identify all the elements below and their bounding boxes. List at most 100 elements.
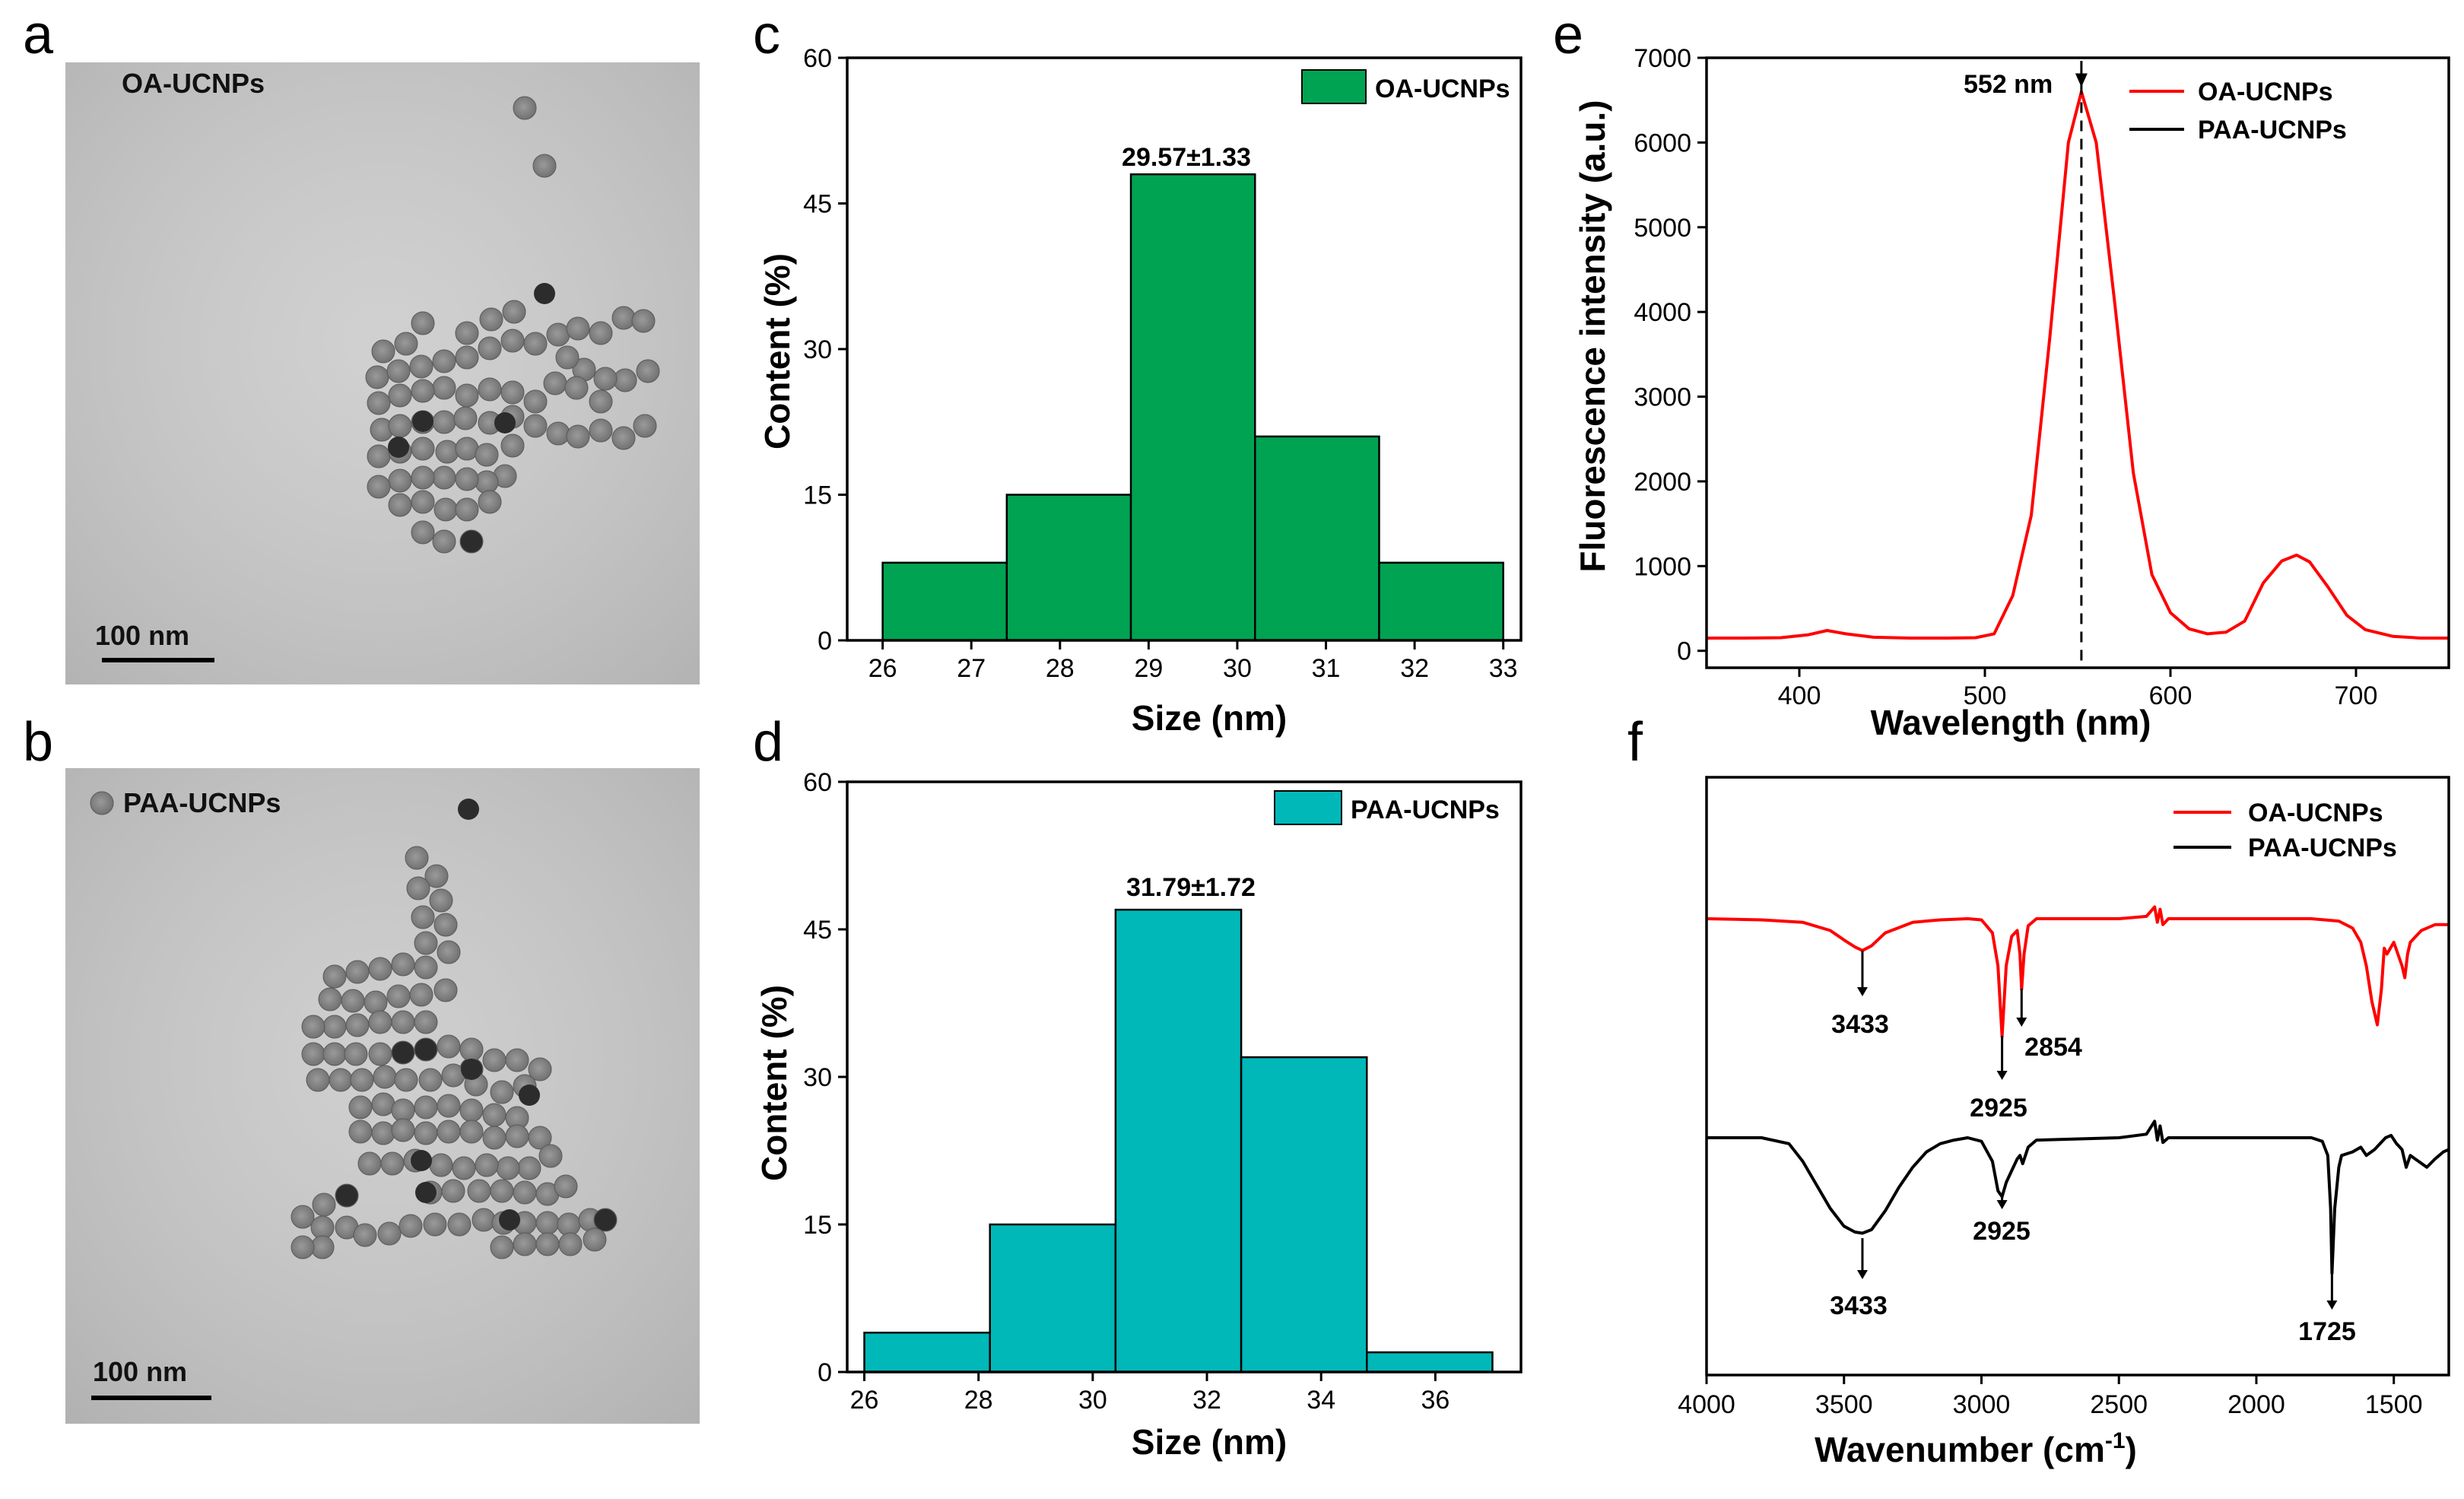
nanoparticle <box>301 1042 325 1066</box>
nanoparticle <box>455 467 479 491</box>
nanoparticle <box>513 1180 537 1205</box>
nanoparticle <box>455 321 479 345</box>
nanoparticle <box>500 380 525 405</box>
nanoparticle <box>500 434 525 458</box>
x-tick-label-c: 26 <box>868 654 897 683</box>
y-tick-label-d: 60 <box>803 768 832 797</box>
nanoparticle <box>391 1118 415 1142</box>
x-tick-label-e: 600 <box>2149 681 2193 710</box>
nanoparticle <box>329 1068 353 1092</box>
peak-label-f-oa-2854: 2854 <box>2024 1033 2082 1062</box>
nanoparticle <box>411 311 435 335</box>
y-tick-label-e: 4000 <box>1634 298 1691 327</box>
nanoparticle <box>368 1010 392 1034</box>
peak-arrow-f-paa-2925-head <box>1996 1200 2008 1209</box>
nanoparticle <box>546 322 570 347</box>
nanoparticle-dark <box>415 1182 437 1203</box>
nanoparticle <box>432 465 456 490</box>
nanoparticle <box>364 990 388 1015</box>
y-tick-label-e: 3000 <box>1634 383 1691 412</box>
nanoparticle <box>583 1227 607 1252</box>
y-axis-label-d: Content (%) <box>754 985 794 1181</box>
panel-letter-e: e <box>1553 5 1583 65</box>
nanoparticle <box>433 913 458 937</box>
peak-arrow-f-paa-3433-head <box>1856 1270 1868 1279</box>
histogram-bar-c <box>881 561 1008 642</box>
size-annotation-d: 31.79±1.72 <box>1126 873 1256 902</box>
nanoparticle <box>345 960 370 984</box>
nanoparticle <box>394 1068 418 1092</box>
nanoparticle <box>482 1103 506 1127</box>
nanoparticle <box>411 905 435 929</box>
nanoparticle <box>505 1124 529 1148</box>
x-tick-label-f: 4000 <box>1678 1390 1735 1419</box>
x-tick-label-f: 2500 <box>2090 1390 2148 1419</box>
x-tick-label-f: 3000 <box>1953 1390 2011 1419</box>
y-tick-label-c: 30 <box>803 335 832 364</box>
nanoparticle <box>459 1037 484 1062</box>
nanoparticle <box>513 1232 537 1256</box>
legend-label-e-oa: OA-UCNPs <box>2198 78 2333 106</box>
y-tick-label-c: 45 <box>803 190 832 219</box>
nanoparticle <box>367 391 391 415</box>
peak-label-f-paa-1725: 1725 <box>2298 1317 2356 1346</box>
nanoparticle <box>593 367 618 391</box>
nanoparticle <box>478 377 502 402</box>
peak-label-f-paa-3433: 3433 <box>1830 1291 1888 1320</box>
x-axis-label-d: Size (nm) <box>1132 1422 1287 1462</box>
nanoparticle-dark <box>499 1209 520 1231</box>
x-tick-label-c: 33 <box>1489 654 1518 683</box>
nanoparticle-dark <box>519 1085 540 1106</box>
legend-label-c: OA-UCNPs <box>1375 75 1510 103</box>
nanoparticle <box>414 1121 438 1145</box>
nanoparticle <box>414 955 438 980</box>
peak-annotation-e: 552 nm <box>1964 70 2053 99</box>
nanoparticle <box>475 1153 499 1177</box>
nanoparticle <box>437 1119 461 1144</box>
nanoparticle <box>365 365 389 389</box>
y-tick-label-d: 45 <box>803 916 832 945</box>
nanoparticle <box>388 468 412 493</box>
nanoparticle <box>502 300 526 324</box>
nanoparticle <box>350 1068 374 1092</box>
nanoparticle <box>391 952 415 977</box>
nanoparticle <box>478 490 502 514</box>
nanoparticle <box>386 984 411 1008</box>
nanoparticle <box>322 1015 347 1039</box>
histogram-bar-d <box>1114 908 1243 1374</box>
nanoparticle <box>348 1119 373 1144</box>
scale-bar-label-a: 100 nm <box>95 620 189 651</box>
nanoparticle <box>318 987 342 1012</box>
nanoparticle <box>479 307 503 332</box>
nanoparticle <box>535 1232 560 1256</box>
y-tick-label-d: 30 <box>803 1063 832 1092</box>
nanoparticle <box>432 376 456 400</box>
nanoparticle <box>459 1098 484 1123</box>
scale-bar-label-b: 100 nm <box>93 1356 187 1387</box>
nanoparticle <box>368 1042 392 1066</box>
panel-c-histogram: c 26 27 28 29 30 31 32 33 0 15 30 45 60 Size (nm) Co… <box>753 5 1523 738</box>
nanoparticle <box>388 383 412 408</box>
nanoparticle <box>441 1179 465 1203</box>
nanoparticle <box>371 1121 395 1145</box>
nanoparticle <box>341 989 365 1013</box>
nanoparticle <box>482 1126 506 1150</box>
histogram-bar-d <box>1240 1056 1368 1374</box>
plot-frame-f <box>1705 776 2450 1377</box>
panel-letter-b: b <box>23 712 53 773</box>
nanoparticle <box>291 1235 315 1259</box>
nanoparticle <box>455 497 479 522</box>
nanoparticle <box>558 1232 583 1256</box>
nanoparticle <box>543 371 567 395</box>
nanoparticle <box>490 1235 514 1259</box>
nanoparticle <box>611 306 636 330</box>
nanoparticle <box>322 1042 347 1066</box>
nanoparticle <box>414 1095 438 1119</box>
y-tick-label-e: 5000 <box>1634 214 1691 243</box>
nanoparticle <box>386 359 411 383</box>
size-annotation-c: 29.57±1.33 <box>1122 143 1251 172</box>
peak-arrow-f-paa-1725-head <box>2326 1301 2338 1310</box>
x-tick-label-d: 34 <box>1307 1386 1335 1415</box>
nanoparticle <box>418 1068 443 1092</box>
nanoparticle <box>554 1174 578 1199</box>
